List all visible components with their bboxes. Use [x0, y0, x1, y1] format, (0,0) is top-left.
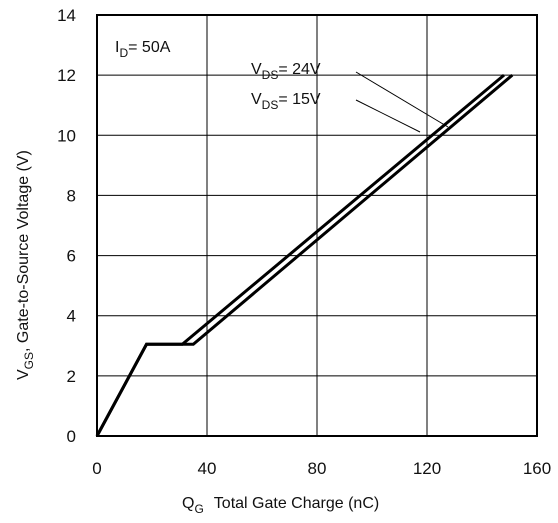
plot-frame — [96, 14, 538, 437]
grid-lines — [97, 15, 537, 436]
y-tick-label: 4 — [67, 307, 76, 326]
x-tick-label: 120 — [413, 459, 441, 478]
y-tick-label: 12 — [57, 66, 76, 85]
y-tick-label: 14 — [57, 6, 76, 25]
x-tick-label: 40 — [198, 459, 217, 478]
x-tick-label: 160 — [523, 459, 551, 478]
leader-line-15v — [355, 99, 421, 133]
leader-line-24v — [355, 71, 449, 128]
y-tick-labels: 0 2 4 6 8 10 12 14 — [57, 6, 76, 446]
x-tick-label: 80 — [308, 459, 327, 478]
x-tick-label: 0 — [92, 459, 101, 478]
y-tick-label: 6 — [67, 247, 76, 266]
y-tick-label: 2 — [67, 367, 76, 386]
x-tick-labels: 0 40 80 120 160 — [92, 459, 551, 478]
condition-label: ID= 50A — [115, 39, 171, 60]
x-axis-label: QG Total Gate Charge (nC) — [182, 495, 379, 516]
series-line-1 — [95, 73, 514, 437]
y-tick-label: 10 — [57, 126, 76, 145]
y-tick-label: 8 — [67, 186, 76, 205]
series-label-24v: VDS= 24V — [251, 61, 321, 82]
y-axis-label: VGS, Gate-to-Source Voltage (V) — [15, 150, 36, 380]
series-lines — [95, 73, 514, 437]
series-label-15v: VDS= 15V — [251, 91, 321, 112]
y-tick-label: 0 — [67, 427, 76, 446]
